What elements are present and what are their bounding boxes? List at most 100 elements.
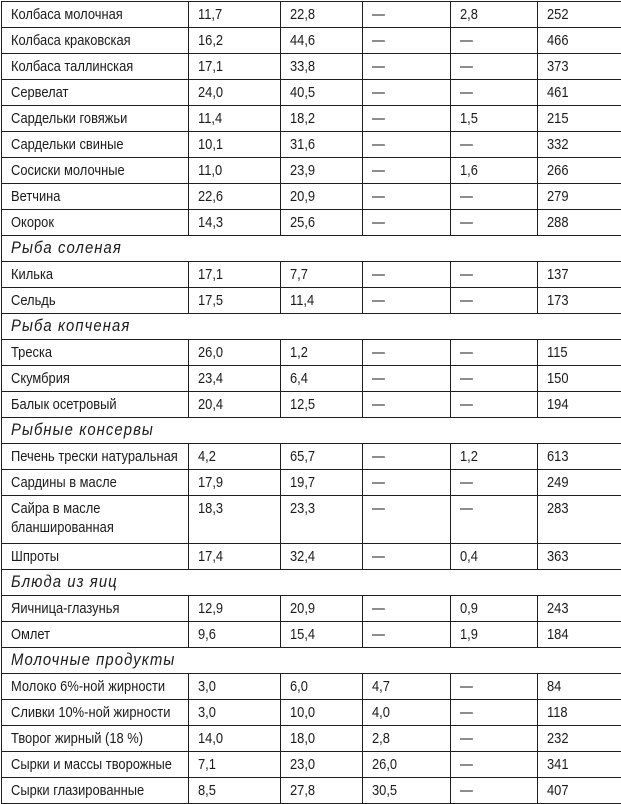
food-name: Сливки 10%-ной жирности bbox=[11, 703, 170, 722]
value-cell: 2,8 bbox=[363, 726, 451, 752]
value-text: — bbox=[372, 57, 385, 76]
food-name-cell: Молоко 6%-ной жирности bbox=[2, 674, 189, 700]
value-cell: 4,0 bbox=[363, 700, 451, 726]
value-cell: — bbox=[451, 700, 538, 726]
value-text: — bbox=[372, 83, 385, 102]
food-name: Колбаса таллинская bbox=[11, 57, 133, 76]
value-cell: 12,9 bbox=[189, 596, 281, 622]
value-text: 1,6 bbox=[460, 161, 478, 180]
value-text: 20,9 bbox=[290, 187, 315, 206]
value-text: — bbox=[372, 625, 385, 644]
value-text: — bbox=[372, 31, 385, 50]
value-cell: 249 bbox=[538, 470, 621, 496]
value-text: 288 bbox=[547, 213, 569, 232]
value-text: — bbox=[372, 187, 385, 206]
value-cell: 466 bbox=[538, 28, 621, 54]
value-text: 17,5 bbox=[198, 291, 223, 310]
value-cell: 1,5 bbox=[451, 106, 538, 132]
value-text: 12,5 bbox=[290, 395, 315, 414]
value-cell: — bbox=[451, 674, 538, 700]
food-name-cell: Сардельки свиные bbox=[2, 132, 189, 158]
value-cell: — bbox=[451, 210, 538, 236]
value-cell: 461 bbox=[538, 80, 621, 106]
value-cell: — bbox=[451, 496, 538, 544]
section-title: Блюда из яиц bbox=[11, 572, 118, 593]
value-text: 40,5 bbox=[290, 83, 315, 102]
value-cell: 14,0 bbox=[189, 726, 281, 752]
value-text: 20,4 bbox=[198, 395, 223, 414]
value-cell: — bbox=[451, 392, 538, 418]
value-text: 33,8 bbox=[290, 57, 315, 76]
value-cell: 17,5 bbox=[189, 288, 281, 314]
value-cell: — bbox=[363, 54, 451, 80]
food-name-cell: Колбаса молочная bbox=[2, 2, 189, 28]
value-cell: 19,7 bbox=[281, 470, 363, 496]
value-text: 84 bbox=[547, 677, 561, 696]
value-text: 252 bbox=[547, 5, 569, 24]
value-cell: — bbox=[451, 184, 538, 210]
value-cell: 40,5 bbox=[281, 80, 363, 106]
food-name-cell: Окорок bbox=[2, 210, 189, 236]
value-cell: — bbox=[363, 28, 451, 54]
value-cell: 11,4 bbox=[281, 288, 363, 314]
value-cell: — bbox=[451, 28, 538, 54]
value-cell: 17,9 bbox=[189, 470, 281, 496]
value-text: — bbox=[372, 161, 385, 180]
value-text: 11,4 bbox=[290, 291, 314, 310]
value-text: 232 bbox=[547, 729, 569, 748]
value-text: 32,4 bbox=[290, 547, 315, 566]
value-text: — bbox=[460, 265, 473, 284]
food-name-cell: Шпроты bbox=[2, 544, 189, 570]
value-cell: 288 bbox=[538, 210, 621, 236]
value-text: 30,5 bbox=[372, 781, 397, 800]
food-name: Сардельки говяжьи bbox=[11, 109, 127, 128]
value-text: 266 bbox=[547, 161, 569, 180]
food-name: Сардельки свиные bbox=[11, 135, 124, 154]
section-title-cell: Молочные продукты bbox=[2, 648, 621, 674]
value-text: 22,6 bbox=[198, 187, 223, 206]
value-text: 115 bbox=[547, 343, 568, 362]
value-cell: — bbox=[363, 544, 451, 570]
value-text: — bbox=[372, 395, 385, 414]
value-text: 31,6 bbox=[290, 135, 315, 154]
value-cell: 118 bbox=[538, 700, 621, 726]
value-text: — bbox=[460, 781, 473, 800]
value-text: 4,2 bbox=[198, 447, 216, 466]
value-text: 184 bbox=[547, 625, 569, 644]
value-text: — bbox=[372, 547, 385, 566]
value-text: 9,6 bbox=[198, 625, 216, 644]
value-cell: — bbox=[363, 184, 451, 210]
value-text: 243 bbox=[547, 599, 569, 618]
section-title: Рыба соленая bbox=[11, 238, 122, 259]
value-cell: 9,6 bbox=[189, 622, 281, 648]
value-cell: 266 bbox=[538, 158, 621, 184]
value-cell: — bbox=[363, 470, 451, 496]
value-text: 613 bbox=[547, 447, 569, 466]
value-cell: 32,4 bbox=[281, 544, 363, 570]
value-text: 65,7 bbox=[290, 447, 315, 466]
food-name: Печень трески натуральная bbox=[11, 447, 178, 466]
value-cell: 15,4 bbox=[281, 622, 363, 648]
section-title: Молочные продукты bbox=[11, 650, 175, 671]
value-text: 2,8 bbox=[372, 729, 390, 748]
value-text: — bbox=[372, 135, 385, 154]
value-text: — bbox=[460, 395, 473, 414]
food-name: Сардины в масле bbox=[11, 473, 117, 492]
food-name: Яичница-глазунья bbox=[11, 599, 119, 618]
value-text: — bbox=[460, 83, 473, 102]
section-header-row: Блюда из яиц bbox=[2, 570, 621, 596]
value-cell: 243 bbox=[538, 596, 621, 622]
value-text: — bbox=[372, 499, 385, 518]
value-text: — bbox=[460, 677, 473, 696]
value-text: 194 bbox=[547, 395, 569, 414]
value-text: 7,1 bbox=[198, 755, 216, 774]
section-title-cell: Блюда из яиц bbox=[2, 570, 621, 596]
value-cell: 613 bbox=[538, 444, 621, 470]
